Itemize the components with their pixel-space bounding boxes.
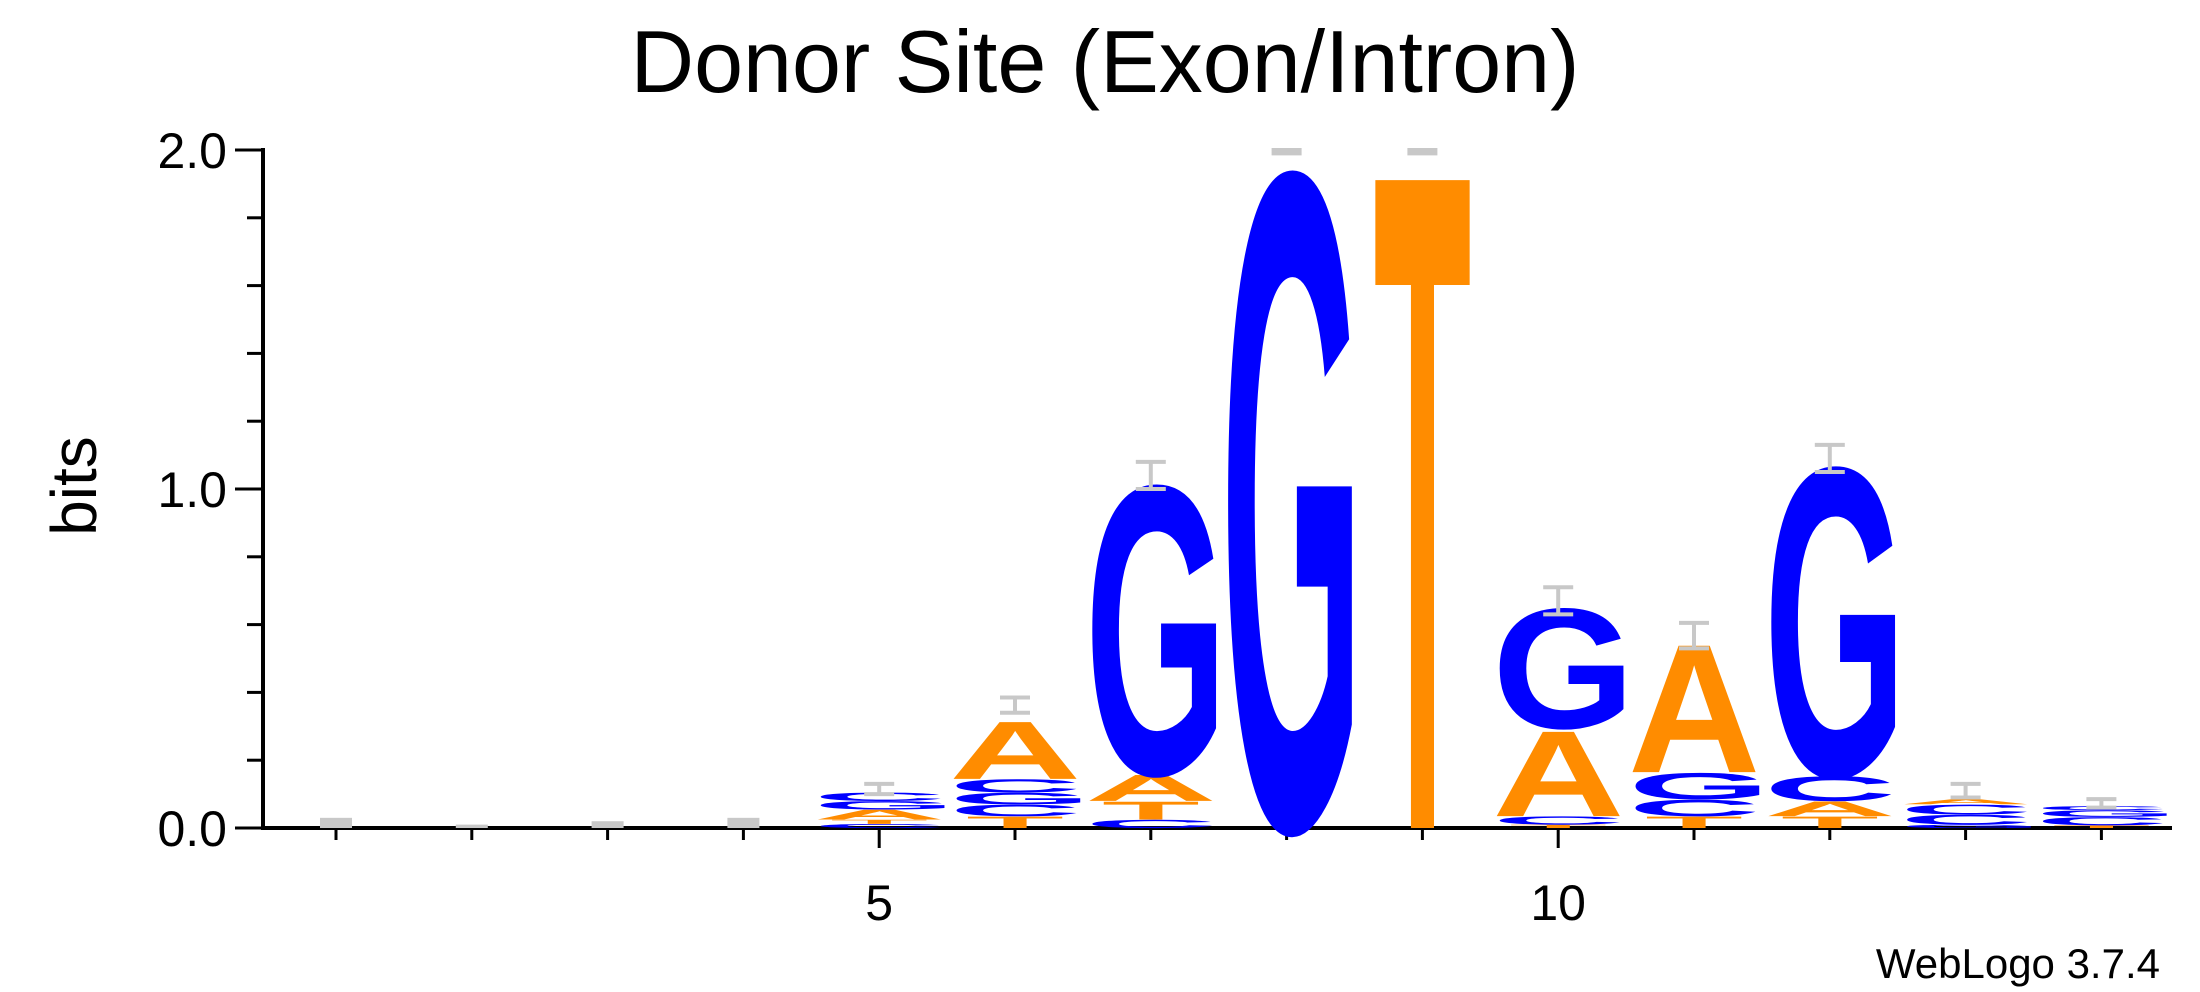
- error-bar: [864, 781, 895, 797]
- error-bar: [1407, 148, 1438, 156]
- error-bar: [1135, 459, 1166, 491]
- error-bar: [1814, 442, 1845, 475]
- error-bar: [455, 824, 488, 828]
- y-axis: 0.0 1.0 2.0: [157, 123, 265, 857]
- chart-title: Donor Site (Exon/Intron): [631, 12, 1580, 111]
- letter-c-pos-13: C: [1900, 802, 2032, 818]
- error-bar: [1679, 620, 1709, 651]
- letter-t-pos-11: T: [1645, 813, 1743, 831]
- letter-g-pos-11: G: [1628, 765, 1771, 807]
- letter-t-pos-10: T: [1509, 824, 1607, 829]
- letter-g-pos-13: G: [1900, 824, 2043, 829]
- error-bar: [1950, 781, 1981, 800]
- letter-a-pos-13: A: [1900, 798, 2032, 806]
- letter-g-pos-7: G: [1085, 399, 1228, 862]
- letter-g-pos-12: G: [1764, 374, 1907, 869]
- letter-c-pos-14: C: [2035, 815, 2167, 828]
- y-tick-label: 1.0: [157, 462, 227, 518]
- letter-t-pos-7: T: [1102, 796, 1200, 825]
- letter-c-pos-7: C: [1085, 817, 1217, 830]
- letter-g-pos-14: G: [2035, 808, 2178, 819]
- weblogo-credit: WebLogo 3.7.4: [1876, 940, 2160, 987]
- letter-a-pos-7: A: [1085, 767, 1217, 809]
- letter-a-pos-5: A: [813, 807, 945, 823]
- error-bar: [2086, 797, 2117, 810]
- error-bar: [727, 817, 760, 828]
- x-axis: 5 10: [263, 826, 2172, 931]
- letter-g-pos-5: G: [813, 799, 956, 812]
- letter-t-pos-5: T: [830, 818, 928, 825]
- letter-a-pos-10: A: [1492, 706, 1624, 843]
- letter-c-pos-12: C: [1764, 769, 1896, 809]
- error-bar: [1271, 148, 1302, 156]
- letter-c-pos-10: C: [1492, 814, 1624, 827]
- error-bars: [320, 148, 2117, 828]
- letter-t-pos-9: T: [1374, 0, 1472, 992]
- letter-c-pos-13: C: [1900, 812, 2032, 828]
- letter-g-pos-6: G: [949, 789, 1092, 807]
- letter-t-pos-6: T: [966, 813, 1064, 831]
- letter-c-pos-6: C: [949, 801, 1081, 819]
- letter-a-pos-12: A: [1764, 797, 1896, 821]
- y-tick-label: 2.0: [157, 123, 227, 179]
- error-bar: [591, 821, 624, 828]
- letter-g-pos-10: G: [1492, 572, 1635, 764]
- error-bar: [1543, 585, 1574, 617]
- x-tick-label: 10: [1530, 875, 1586, 931]
- letter-t-pos-14: T: [2053, 825, 2151, 829]
- letter-c-pos-11: C: [1628, 795, 1760, 821]
- letter-c-pos-6: C: [949, 775, 1081, 796]
- error-bar: [1000, 695, 1030, 715]
- letter-c-pos-5: C: [813, 823, 945, 829]
- y-axis-label: bits: [38, 436, 110, 536]
- x-tick-label: 5: [865, 875, 893, 931]
- letter-c-pos-5: C: [813, 790, 945, 803]
- y-tick-label: 0.0: [157, 801, 227, 857]
- error-bar: [320, 817, 352, 828]
- letter-g-pos-8: G: [1221, 0, 1364, 992]
- letter-a-pos-6: A: [949, 705, 1081, 797]
- letter-t-pos-12: T: [1781, 813, 1879, 831]
